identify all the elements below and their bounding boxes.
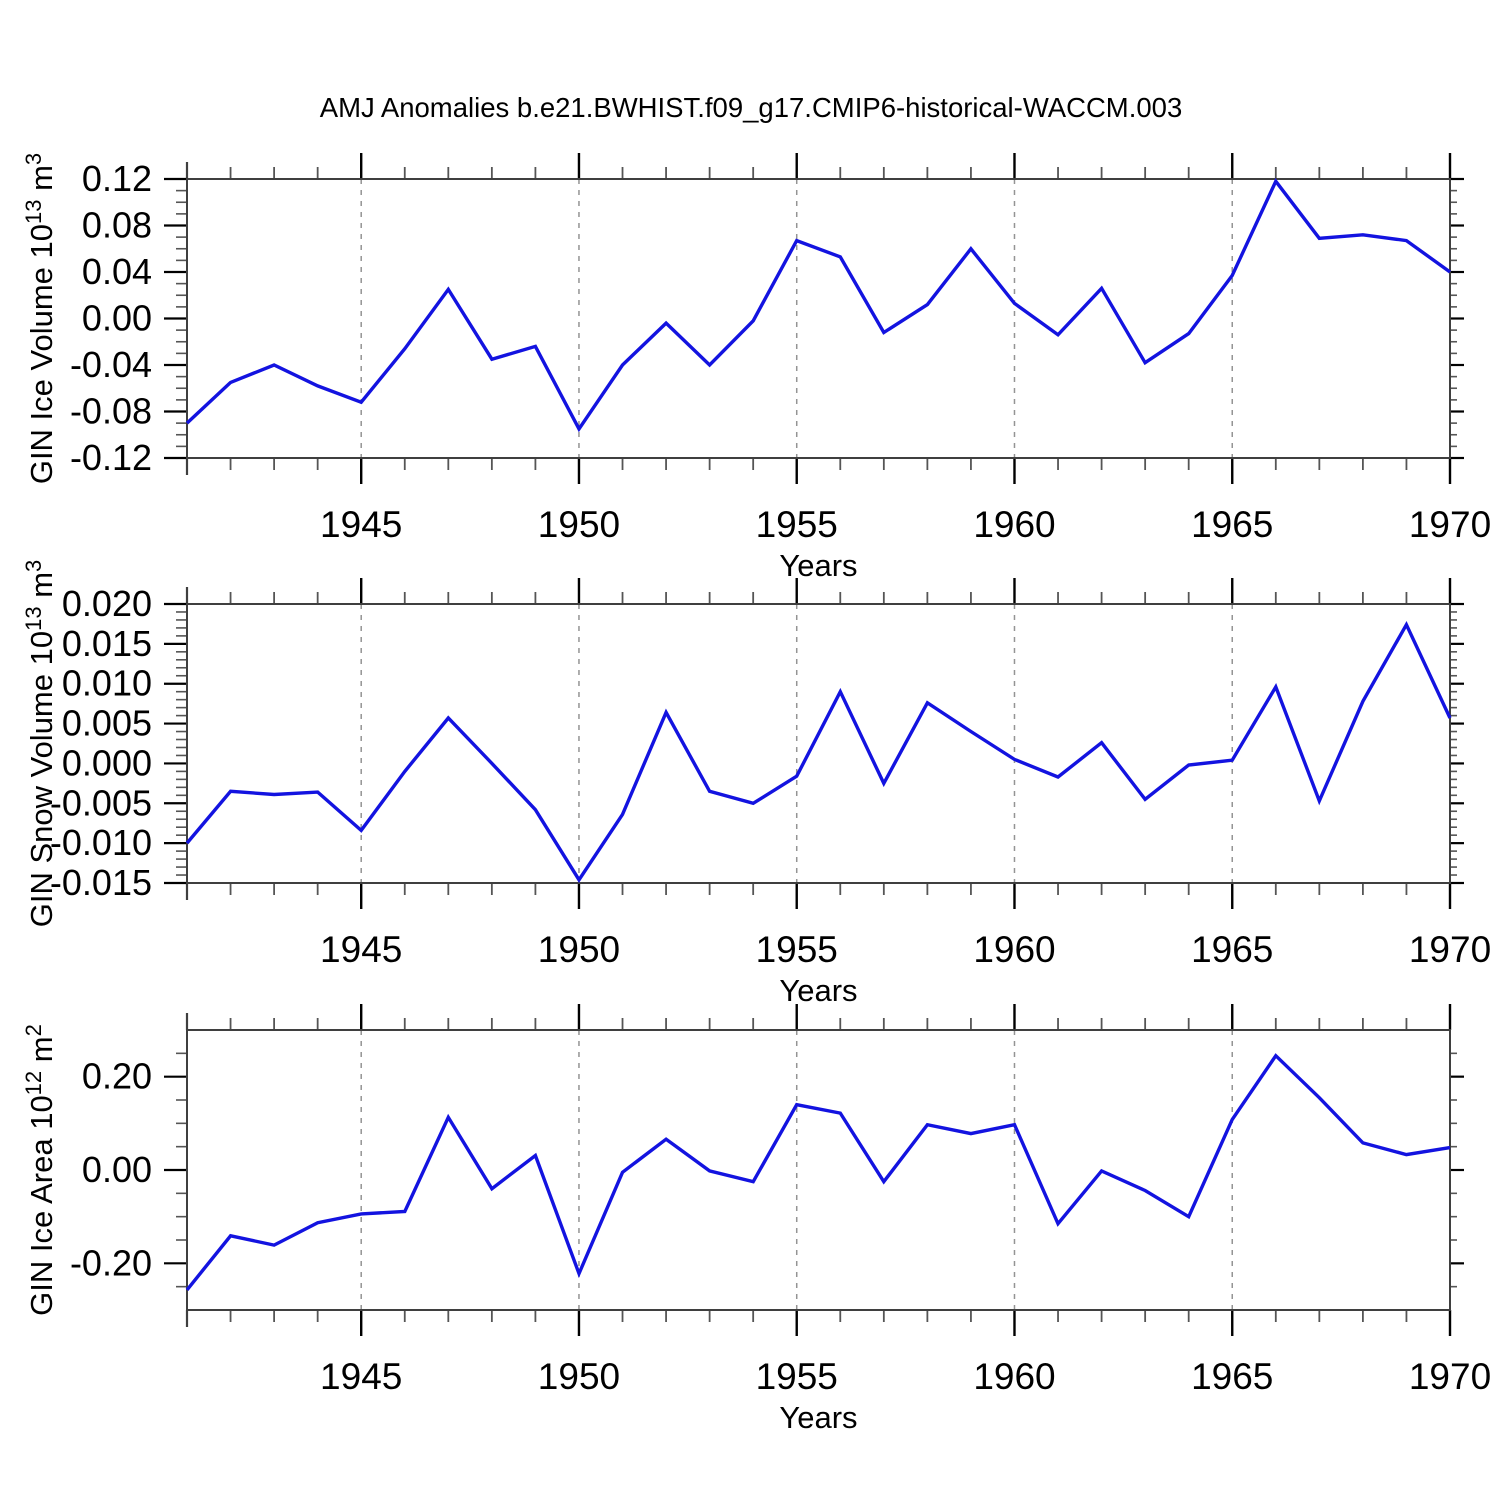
unit-superscript: 12: [21, 1071, 46, 1095]
x-tick-label: 1965: [1191, 929, 1273, 970]
x-tick-label: 1970: [1409, 1356, 1491, 1397]
y-tick-label: 0.020: [62, 583, 152, 624]
data-line-gin-snow-volume: [185, 620, 1452, 883]
y-tick-label: 0.04: [82, 251, 152, 292]
y-tick-label: 0.20: [82, 1056, 152, 1097]
y-tick-label: -0.12: [70, 437, 152, 478]
y-tick-label: 0.00: [82, 1149, 152, 1190]
y-axis-title-text: m: [24, 1036, 59, 1070]
unit-superscript: 13: [21, 606, 46, 630]
x-tick-label: 1955: [756, 504, 838, 545]
panels-group: 0.12 0.08 0.04 0.00 -0.04 -0.08 -0.12 1945 1950 1…: [21, 153, 1491, 1435]
x-tick-label: 1970: [1409, 929, 1491, 970]
data-line-gin-ice-area: [185, 1053, 1451, 1291]
y-axis-title-text: GIN Ice Area 10: [24, 1095, 59, 1316]
y-tick-label: -0.20: [70, 1242, 152, 1283]
x-tick-label: 1950: [538, 504, 620, 545]
y-axis-title-gin-ice-volume: GIN Ice Volume 1013 m3: [21, 153, 59, 484]
y-tick-label: 0.08: [82, 205, 152, 246]
x-axis-title: Years: [779, 548, 857, 583]
y-tick-label: 0.12: [82, 158, 152, 199]
y-axis-title-text: GIN Snow Volume 10: [24, 631, 59, 927]
x-tick-label: 1950: [538, 929, 620, 970]
x-tick-label: 1945: [320, 504, 402, 545]
x-tick-label: 1965: [1191, 1356, 1273, 1397]
unit-superscript: 3: [21, 560, 46, 572]
x-tick-label: 1955: [756, 929, 838, 970]
panel-frame-gin-ice-volume: [186, 178, 1451, 459]
y-tick-label: 0.015: [62, 623, 152, 664]
y-tick-label: 0.00: [82, 298, 152, 339]
y-axis-title-text: m: [24, 165, 59, 199]
y-axis-title-gin-snow-volume: GIN Snow Volume 1013 m3: [21, 560, 59, 928]
y-axis-title-text: GIN Ice Volume 10: [24, 224, 59, 484]
unit-superscript: 3: [21, 153, 46, 165]
unit-superscript: 13: [21, 200, 46, 224]
x-axis-title: Years: [779, 1400, 857, 1435]
x-tick-label: 1955: [756, 1356, 838, 1397]
y-tick-label: 0.000: [62, 742, 152, 783]
y-axis-title-gin-ice-area: GIN Ice Area 1012 m2: [21, 1024, 59, 1316]
panel-frame-gin-snow-volume: [186, 603, 1451, 884]
y-axis-title-text: m: [24, 572, 59, 606]
x-tick-label: 1960: [973, 504, 1055, 545]
y-tick-label: -0.08: [70, 391, 152, 432]
y-tick-label: 0.010: [62, 663, 152, 704]
panel-frame-gin-ice-area: [186, 1029, 1451, 1311]
y-tick-label: -0.04: [70, 344, 152, 385]
y-tick-label: 0.005: [62, 703, 152, 744]
unit-superscript: 2: [21, 1024, 46, 1036]
chart-title: AMJ Anomalies b.e21.BWHIST.f09_g17.CMIP6…: [320, 92, 1183, 123]
y-tick-label: -0.010: [50, 822, 152, 863]
x-tick-label: 1960: [973, 929, 1055, 970]
x-tick-label: 1945: [320, 1356, 402, 1397]
x-axis-title: Years: [779, 973, 857, 1008]
x-tick-label: 1965: [1191, 504, 1273, 545]
x-tick-label: 1950: [538, 1356, 620, 1397]
x-tick-label: 1970: [1409, 504, 1491, 545]
y-tick-label: -0.015: [50, 862, 152, 903]
data-line-gin-ice-volume: [185, 178, 1451, 433]
y-tick-label: -0.005: [50, 782, 152, 823]
x-tick-label: 1960: [973, 1356, 1055, 1397]
x-tick-label: 1945: [320, 929, 402, 970]
